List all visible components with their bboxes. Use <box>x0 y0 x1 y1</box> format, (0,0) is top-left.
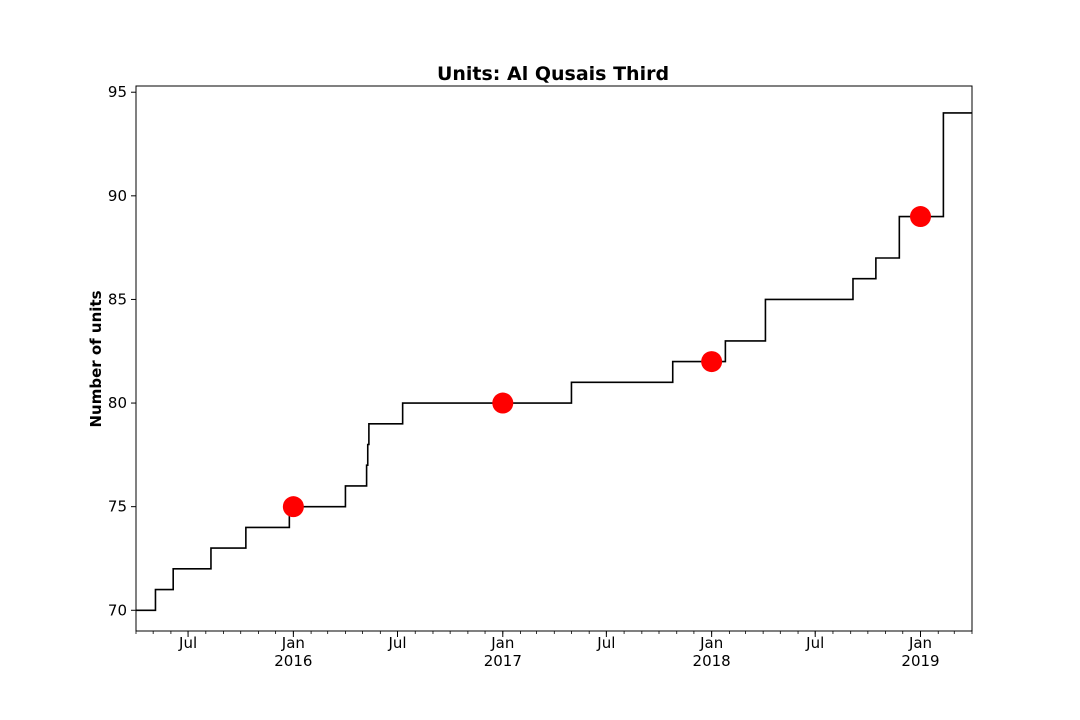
x-tick-year-label: 2017 <box>484 652 522 670</box>
x-tick-label: Jul <box>387 634 406 652</box>
y-tick-label: 85 <box>108 290 127 308</box>
x-tick-year-label: 2016 <box>274 652 312 670</box>
data-marker <box>701 351 723 373</box>
series-line <box>136 112 972 612</box>
y-axis-label: Number of units <box>87 290 105 427</box>
y-tick-label: 80 <box>108 394 127 412</box>
marker-layer <box>282 206 931 518</box>
x-tick-label: Jul <box>596 634 615 652</box>
data-marker <box>492 392 514 414</box>
chart-title: Units: Al Qusais Third <box>437 63 669 85</box>
x-tick-year-label: 2019 <box>901 652 939 670</box>
x-tick-year-label: 2018 <box>693 652 731 670</box>
x-tick-label: Jul <box>805 634 824 652</box>
y-tick-label: 75 <box>108 498 127 516</box>
x-tick-label: Jan <box>281 634 305 652</box>
data-marker <box>282 496 304 518</box>
y-tick-label: 70 <box>108 601 127 619</box>
plot-area <box>136 112 972 612</box>
x-tick-label: Jan <box>490 634 514 652</box>
x-tick-label: Jul <box>178 634 197 652</box>
x-tick-label: Jan <box>908 634 932 652</box>
data-marker <box>910 206 931 228</box>
y-tick-label: 95 <box>108 83 127 101</box>
y-tick-label: 90 <box>108 187 127 205</box>
x-tick-label: Jan <box>699 634 723 652</box>
axes-frame <box>135 85 973 632</box>
